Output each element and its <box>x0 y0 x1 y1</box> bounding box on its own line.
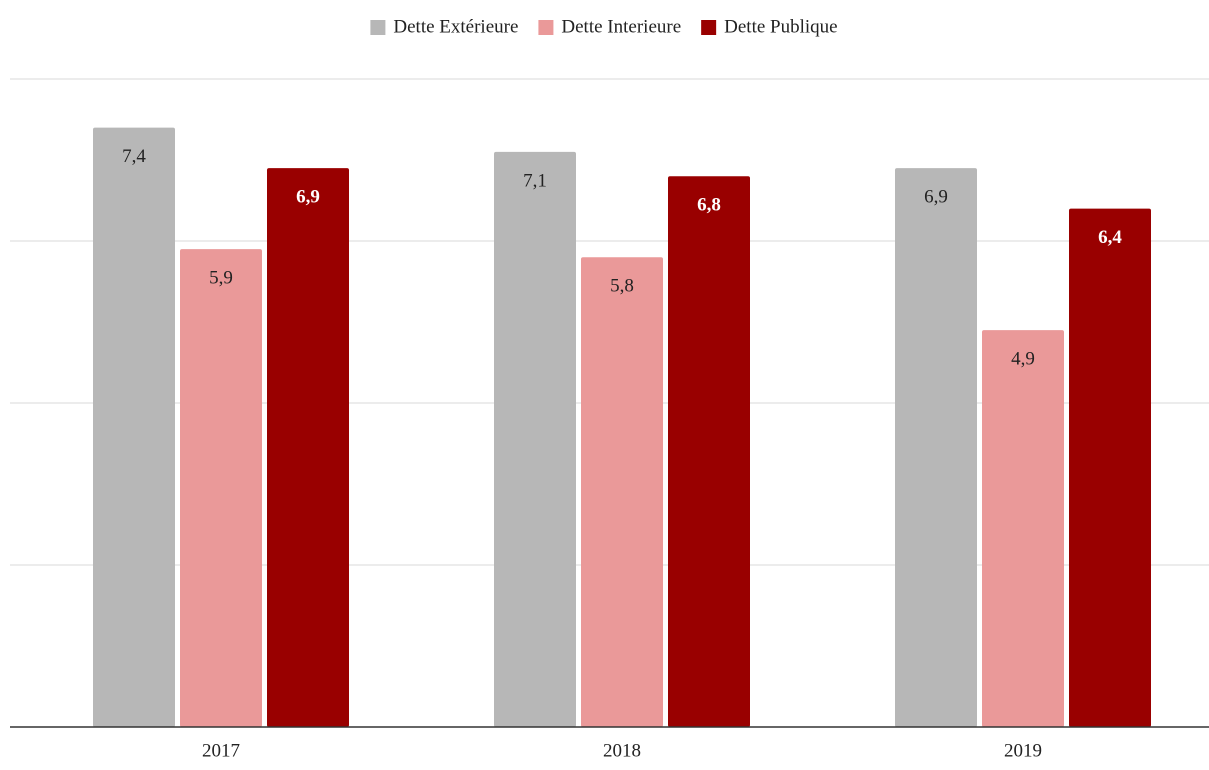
bar <box>668 176 750 727</box>
x-tick-label: 2018 <box>603 740 641 761</box>
value-label: 5,8 <box>610 276 634 297</box>
bar <box>180 249 262 727</box>
value-label: 6,8 <box>697 195 721 216</box>
value-label: 6,4 <box>1098 227 1122 248</box>
value-label: 7,1 <box>523 170 547 191</box>
value-label: 7,4 <box>122 146 146 167</box>
legend-label: Dette Extérieure <box>393 16 518 37</box>
bar <box>1069 208 1151 728</box>
value-label: 5,9 <box>209 267 233 288</box>
legend-label: Dette Interieure <box>561 16 681 37</box>
bar <box>982 330 1064 727</box>
bar <box>93 127 175 728</box>
bar <box>895 168 977 728</box>
value-label: 6,9 <box>296 186 320 207</box>
value-label: 4,9 <box>1011 348 1035 369</box>
bar <box>494 151 576 727</box>
legend-label: Dette Publique <box>724 16 837 37</box>
value-label: 6,9 <box>924 186 948 207</box>
legend-swatch <box>370 20 386 35</box>
x-tick-label: 2019 <box>1004 740 1042 761</box>
legend-swatch <box>701 20 717 35</box>
bar <box>267 168 349 728</box>
x-tick-label: 2017 <box>202 740 240 761</box>
legend-swatch <box>538 20 554 35</box>
bar <box>581 257 663 727</box>
